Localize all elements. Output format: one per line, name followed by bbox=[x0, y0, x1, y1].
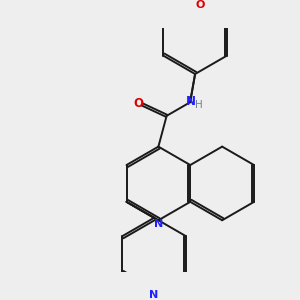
Text: N: N bbox=[154, 219, 163, 229]
Text: H: H bbox=[195, 100, 203, 110]
Text: N: N bbox=[186, 95, 196, 108]
Text: N: N bbox=[149, 290, 159, 300]
Text: O: O bbox=[196, 0, 205, 10]
Text: O: O bbox=[134, 97, 144, 110]
